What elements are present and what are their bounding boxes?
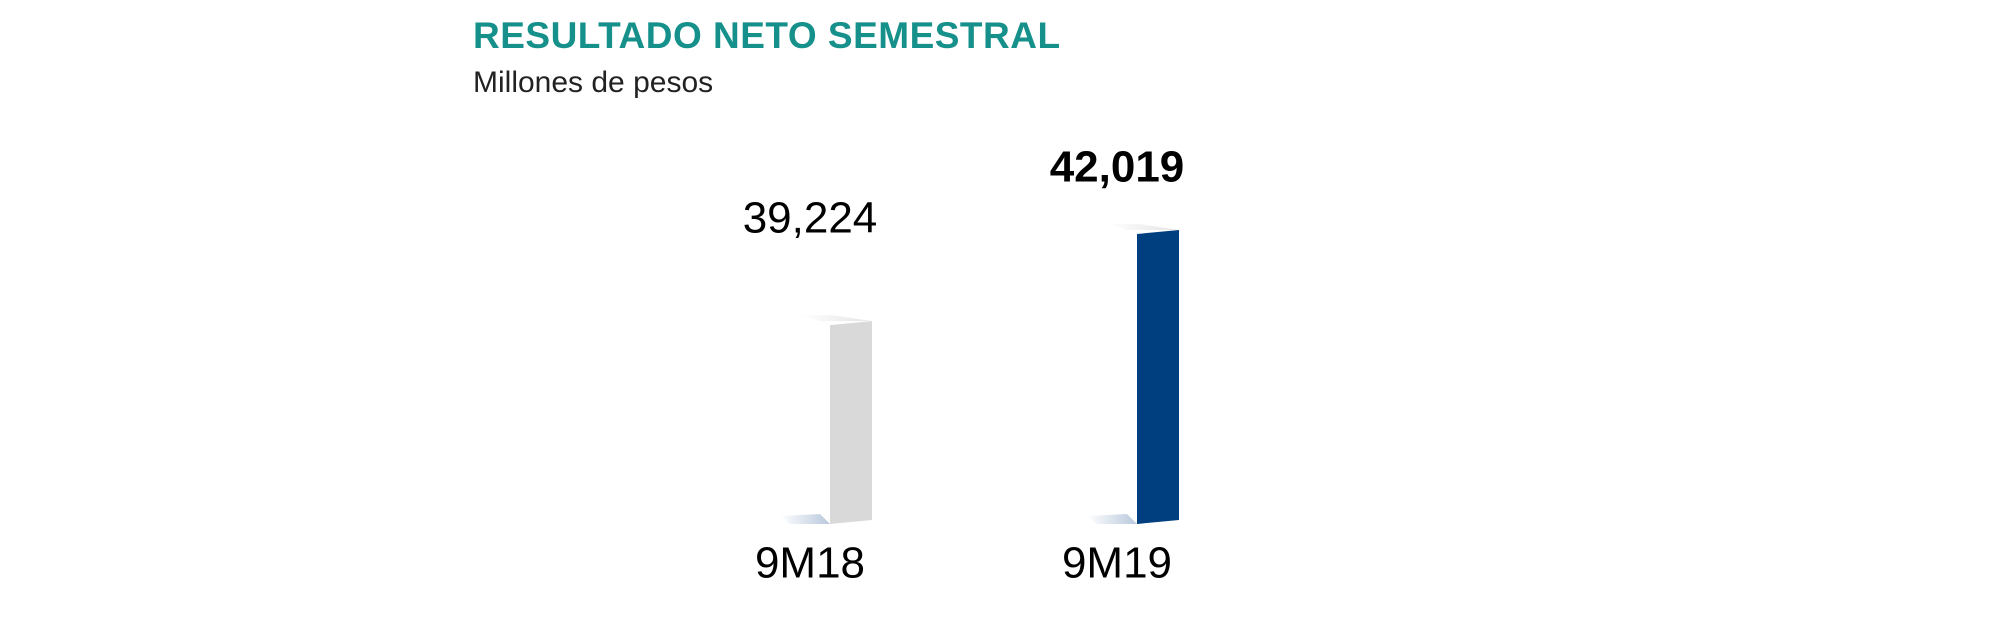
bar [830,321,872,524]
bar-floor [780,514,830,524]
x-tick-label: 9M19 [1062,539,1172,588]
bar-cap [1107,223,1179,230]
x-tick-label: 9M18 [755,539,865,588]
bar-floor [1087,514,1137,524]
bar-cap [800,315,872,322]
chart-subtitle: Millones de pesos [473,66,713,99]
bar [1137,229,1179,525]
chart-title: RESULTADO NETO SEMESTRAL [473,15,1061,56]
value-label: 39,224 [743,194,878,243]
value-label: 42,019 [1050,143,1185,192]
